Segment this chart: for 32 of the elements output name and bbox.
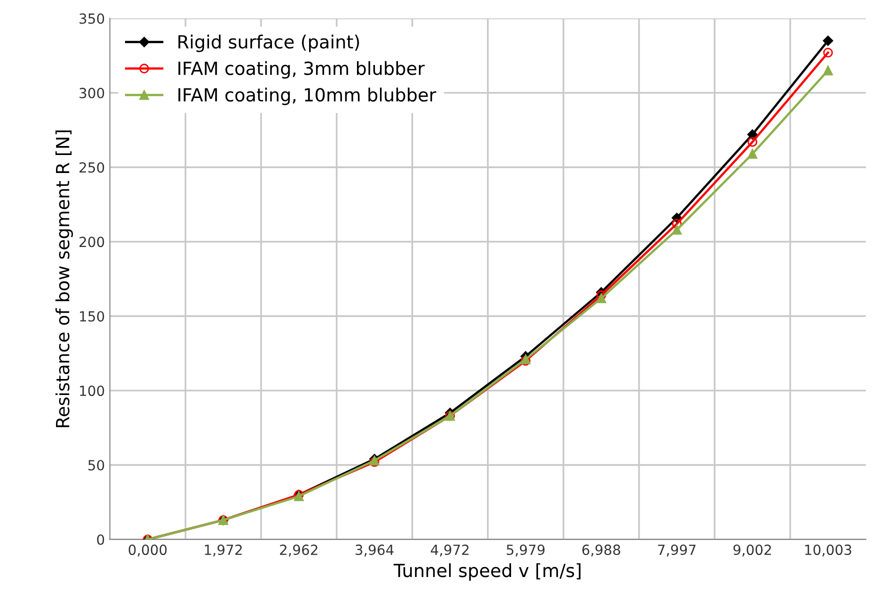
- point: [672, 218, 682, 229]
- x-tick-label: 7,997: [658, 544, 696, 556]
- legend-label: IFAM coating, 10mm blubber: [178, 88, 436, 106]
- y-tick-label: 200: [80, 236, 104, 248]
- point: [822, 36, 834, 46]
- x-axis-title: Tunnel speed v [m/s]: [394, 563, 580, 581]
- point: [748, 149, 758, 159]
- legend-label: IFAM coating, 3mm blubber: [178, 61, 425, 79]
- y-tick-label: 50: [88, 460, 104, 470]
- x-tick-label: 10,003: [805, 544, 852, 556]
- legend-label: Rigid surface (paint): [178, 34, 359, 52]
- x-tick-label: 4,972: [430, 544, 469, 556]
- x-tick-label: 5,979: [506, 544, 545, 556]
- x-tick-label: 9,002: [733, 544, 771, 556]
- point: [672, 224, 682, 235]
- y-tick-label: 300: [80, 88, 104, 98]
- point: [823, 66, 833, 76]
- point: [596, 293, 606, 304]
- y-tick-label: 350: [80, 13, 104, 24]
- y-tick-label: 250: [80, 162, 104, 173]
- y-tick-label: 0: [97, 534, 104, 545]
- y-tick-label: 100: [80, 386, 104, 396]
- point: [596, 290, 606, 300]
- y-axis-title: Resistance of bow segment R [N]: [55, 130, 73, 428]
- y-tick-label: 150: [80, 311, 104, 322]
- x-tick-label: 3,964: [356, 544, 394, 556]
- x-tick-label: 0,000: [128, 544, 167, 556]
- point: [823, 48, 833, 58]
- x-tick-label: 2,962: [280, 544, 318, 556]
- x-tick-label: 1,972: [204, 544, 242, 556]
- point: [748, 137, 758, 147]
- x-tick-label: 6,988: [582, 544, 620, 556]
